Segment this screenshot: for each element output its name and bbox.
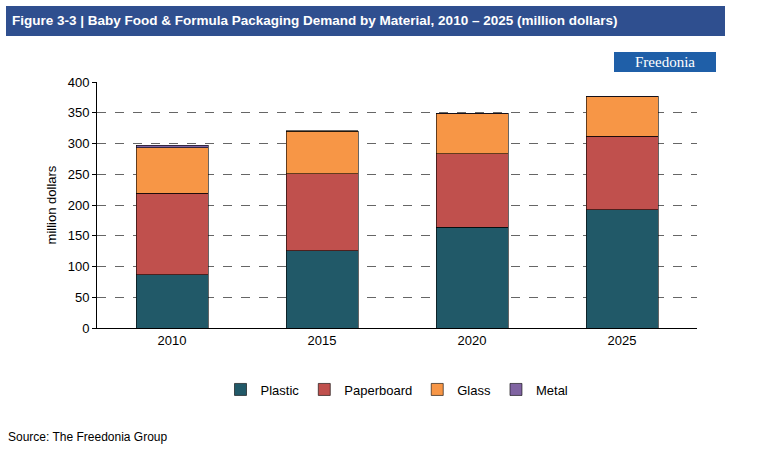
svg-text:150: 150: [68, 228, 90, 243]
svg-text:0: 0: [82, 321, 89, 336]
svg-text:200: 200: [68, 198, 90, 213]
html-text:Figure 3-3 | Baby Food & Formu: Figure 3-3 | Baby Food & Formula Packagi…: [12, 13, 618, 28]
svg-text:250: 250: [68, 167, 90, 182]
svg-text:million dollars: million dollars: [44, 165, 59, 244]
svg-text:Paperboard: Paperboard: [344, 383, 412, 398]
svg-text:100: 100: [68, 259, 90, 274]
html-text:Freedonia: Freedonia: [635, 54, 695, 70]
svg-text:50: 50: [75, 290, 89, 305]
svg-text:Plastic: Plastic: [261, 383, 300, 398]
svg-text:300: 300: [68, 136, 90, 151]
html-text:Source: The Freedonia Group: Source: The Freedonia Group: [8, 430, 168, 444]
svg-text:Glass: Glass: [457, 383, 491, 398]
svg-text:350: 350: [68, 105, 90, 120]
svg-text:Metal: Metal: [536, 383, 568, 398]
svg-text:2020: 2020: [458, 333, 487, 348]
svg-text:2025: 2025: [608, 333, 637, 348]
svg-text:2015: 2015: [308, 333, 337, 348]
svg-text:400: 400: [68, 75, 90, 90]
svg-text:2010: 2010: [158, 333, 187, 348]
